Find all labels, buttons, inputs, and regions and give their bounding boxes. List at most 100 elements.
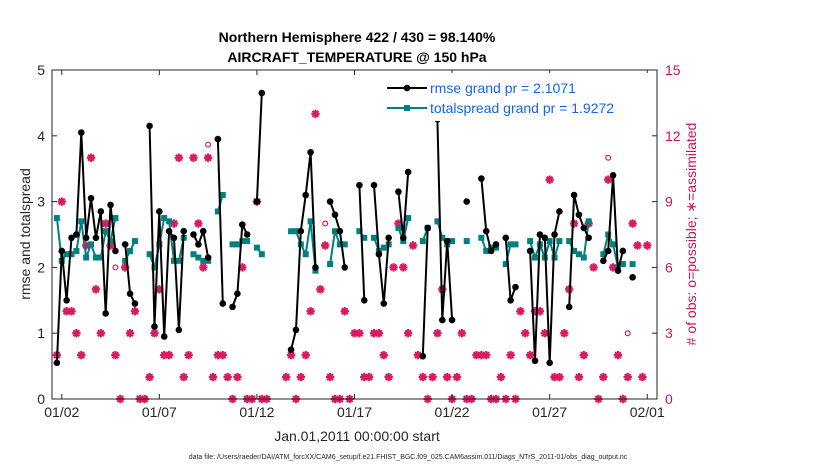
- obs-assimilated-marker: [311, 109, 320, 119]
- rmse-point: [331, 211, 339, 219]
- obs-assimilated-stroke: [409, 241, 417, 250]
- y-axis-left-label: rmse and totalspread: [17, 168, 33, 300]
- obs-assimilated-marker: [218, 350, 227, 360]
- obs-possible-marker: [624, 330, 631, 337]
- obs-assimilated-marker: [301, 350, 310, 360]
- x-tick-label: 01/27: [532, 404, 567, 420]
- obs-assimilated-stroke: [92, 285, 100, 294]
- spread-point: [434, 218, 441, 225]
- obs-possible-marker: [88, 154, 95, 161]
- y-right-tick-label: 0: [665, 391, 673, 407]
- rmse-point: [404, 168, 412, 176]
- rmse-point: [238, 221, 246, 228]
- obs-assimilated-stroke: [560, 329, 569, 337]
- obs-assimilated-stroke: [497, 373, 505, 381]
- obs-assimilated-stroke: [458, 329, 466, 337]
- rmse-point: [463, 198, 471, 205]
- obs-assimilated-marker: [306, 307, 315, 316]
- obs-assimilated-marker: [101, 219, 110, 228]
- spread-point: [336, 241, 343, 248]
- x-tick-label: 01/07: [142, 404, 177, 420]
- obs-assimilated-stroke: [306, 307, 315, 316]
- spread-point: [605, 231, 612, 238]
- rmse-point: [531, 357, 539, 365]
- rmse-point: [443, 237, 451, 245]
- spread-point: [546, 238, 553, 245]
- rmse-point: [258, 89, 266, 97]
- rmse-line: [231, 220, 249, 308]
- obs-assimilated-stroke: [101, 219, 110, 228]
- spread-point: [527, 238, 534, 245]
- rmse-point: [380, 300, 388, 307]
- spread-point: [102, 228, 109, 235]
- obs-assimilated-stroke: [145, 373, 154, 381]
- obs-assimilated-stroke: [384, 373, 393, 381]
- rmse-point: [287, 346, 295, 353]
- rmse-point: [375, 250, 383, 258]
- rmse-point: [121, 241, 129, 248]
- spread-point: [629, 261, 636, 268]
- obs-assimilated-stroke: [433, 329, 442, 337]
- rmse-point: [629, 273, 636, 281]
- obs-assimilated-stroke: [521, 329, 530, 337]
- obs-assimilated-marker: [164, 350, 174, 360]
- rmse-point: [614, 267, 622, 274]
- obs-assimilated-stroke: [184, 351, 193, 359]
- spread-point: [127, 247, 134, 254]
- rmse-point: [536, 231, 544, 238]
- obs-assimilated-stroke: [126, 329, 134, 337]
- rmse-point: [63, 297, 70, 304]
- spread-point: [214, 208, 221, 215]
- y-left-tick-label: 1: [37, 325, 45, 341]
- rmse-point: [556, 208, 563, 215]
- obs-assimilated-marker: [433, 329, 442, 338]
- obs-assimilated-marker: [72, 329, 81, 338]
- x-tick-label: 01/17: [337, 404, 372, 420]
- spread-point: [107, 238, 114, 245]
- rmse-point: [53, 359, 61, 367]
- spread-point: [341, 241, 348, 248]
- obs-assimilated-marker: [496, 372, 506, 382]
- obs-assimilated-marker: [321, 241, 330, 250]
- chart-title-line2: AIRCRAFT_TEMPERATURE @ 150 hPa: [227, 49, 486, 65]
- obs-assimilated-stroke: [628, 219, 637, 228]
- obs-assimilated-stroke: [170, 219, 178, 228]
- obs-assimilated-marker: [199, 263, 208, 272]
- obs-assimilated-stroke: [238, 263, 247, 272]
- obs-assimilated-stroke: [516, 307, 525, 316]
- obs-assimilated-stroke: [287, 351, 295, 359]
- y-left-tick-label: 0: [37, 391, 45, 407]
- rmse-point: [336, 227, 344, 235]
- obs-assimilated-stroke: [638, 373, 647, 381]
- spread-point: [200, 257, 207, 264]
- obs-assimilated-stroke: [326, 373, 334, 381]
- obs-assimilated-marker: [418, 372, 428, 382]
- rmse-point: [341, 264, 349, 271]
- spread-point: [190, 251, 197, 258]
- rmse-point: [439, 316, 446, 324]
- spread-point: [292, 228, 299, 235]
- spread-point: [507, 241, 514, 248]
- obs-assimilated-marker: [403, 329, 413, 338]
- rmse-point: [619, 247, 627, 255]
- rmse-point: [478, 175, 485, 182]
- obs-assimilated-marker: [384, 372, 393, 382]
- y-right-tick-label: 15: [665, 62, 681, 78]
- plot-area: [52, 89, 652, 404]
- y-left-tick-label: 4: [37, 128, 45, 144]
- rmse-point: [356, 181, 363, 189]
- chart-title-line1: Northern Hemisphere 422 / 430 = 98.140%: [219, 29, 496, 45]
- rmse-point: [151, 323, 158, 330]
- rmse-line: [421, 227, 429, 357]
- x-axis-label: Jan.01,2011 00:00:00 start: [274, 428, 440, 444]
- rmse-point: [214, 135, 222, 143]
- obs-assimilated-stroke: [233, 373, 242, 381]
- rmse-point: [565, 303, 573, 311]
- rmse-point: [575, 211, 583, 219]
- obs-assimilated-marker: [179, 372, 188, 382]
- obs-assimilated-marker: [569, 219, 579, 228]
- rmse-point: [395, 188, 402, 196]
- spread-point: [600, 251, 607, 258]
- spread-point: [97, 254, 104, 261]
- obs-possible-marker: [605, 154, 612, 161]
